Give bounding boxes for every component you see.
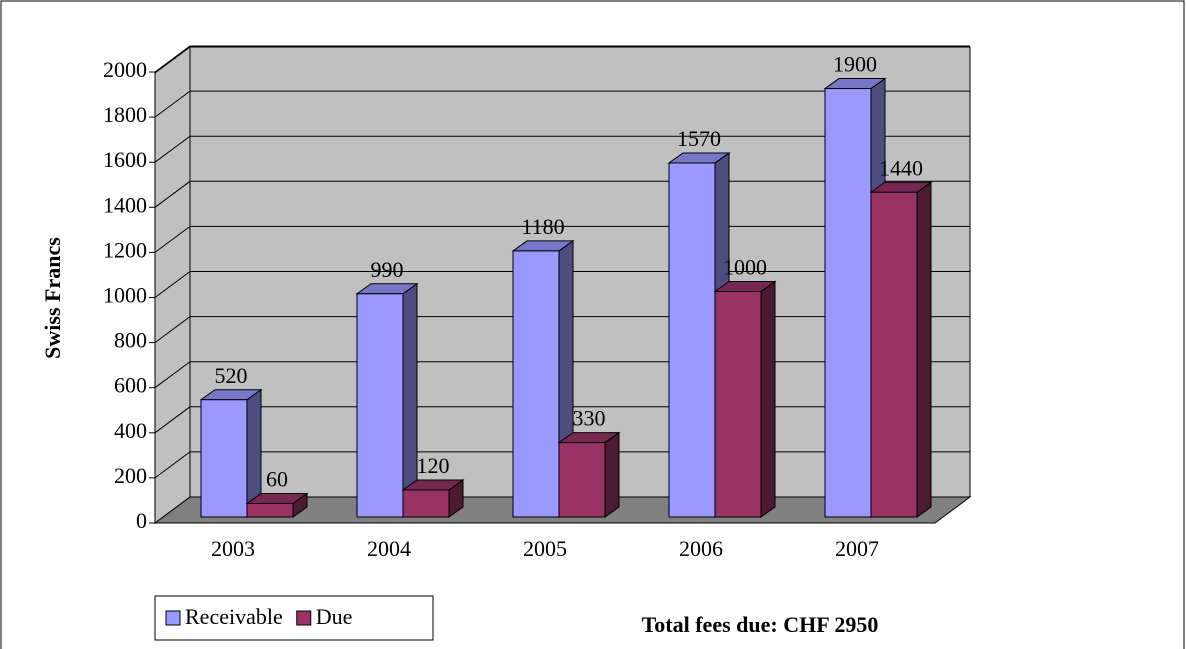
y-tick-label: 400 bbox=[114, 418, 147, 443]
data-label: 330 bbox=[573, 406, 606, 431]
data-label: 60 bbox=[266, 467, 288, 492]
x-tick-label: 2003 bbox=[211, 536, 255, 561]
data-label: 1180 bbox=[521, 214, 564, 239]
legend-swatch bbox=[296, 610, 312, 626]
x-tick-label: 2007 bbox=[835, 536, 879, 561]
y-tick-label: 200 bbox=[114, 463, 147, 488]
bar bbox=[824, 88, 872, 518]
data-label: 1570 bbox=[677, 126, 721, 151]
bar bbox=[512, 250, 560, 518]
data-label: 1900 bbox=[833, 52, 877, 77]
x-tick-label: 2005 bbox=[523, 536, 567, 561]
data-label: 1000 bbox=[723, 255, 767, 280]
grid-line bbox=[154, 90, 970, 118]
legend-swatch bbox=[165, 610, 181, 626]
y-tick-label: 1200 bbox=[103, 237, 147, 262]
bar bbox=[870, 191, 918, 518]
data-label: 1440 bbox=[879, 155, 923, 180]
y-tick-label: 1400 bbox=[103, 192, 147, 217]
y-tick-label: 1000 bbox=[103, 283, 147, 308]
grid-line bbox=[154, 135, 970, 163]
y-tick-label: 0 bbox=[136, 508, 147, 533]
data-label: 990 bbox=[371, 257, 404, 282]
grid-line bbox=[154, 45, 970, 73]
bar bbox=[558, 442, 606, 518]
bar bbox=[246, 502, 294, 518]
y-axis-title: Swiss Francs bbox=[40, 237, 65, 359]
bar bbox=[402, 489, 450, 518]
annotation: Total fees due: CHF 2950 bbox=[642, 612, 879, 637]
x-tick-label: 2004 bbox=[367, 536, 411, 561]
bar-side bbox=[916, 181, 932, 518]
y-tick-label: 1600 bbox=[103, 147, 147, 172]
bar bbox=[356, 293, 404, 518]
data-label: 120 bbox=[417, 453, 450, 478]
bar bbox=[200, 399, 248, 518]
y-tick-label: 2000 bbox=[103, 57, 147, 82]
bar-side bbox=[760, 280, 776, 518]
data-label: 520 bbox=[215, 363, 248, 388]
legend-label: Receivable bbox=[185, 604, 283, 629]
legend-label: Due bbox=[316, 604, 353, 629]
bar-side bbox=[604, 431, 620, 518]
legend bbox=[154, 595, 434, 641]
y-tick-label: 1800 bbox=[103, 102, 147, 127]
bar bbox=[714, 291, 762, 518]
x-tick-label: 2006 bbox=[679, 536, 723, 561]
bar bbox=[668, 162, 716, 518]
y-tick-label: 600 bbox=[114, 373, 147, 398]
y-tick-label: 800 bbox=[114, 328, 147, 353]
